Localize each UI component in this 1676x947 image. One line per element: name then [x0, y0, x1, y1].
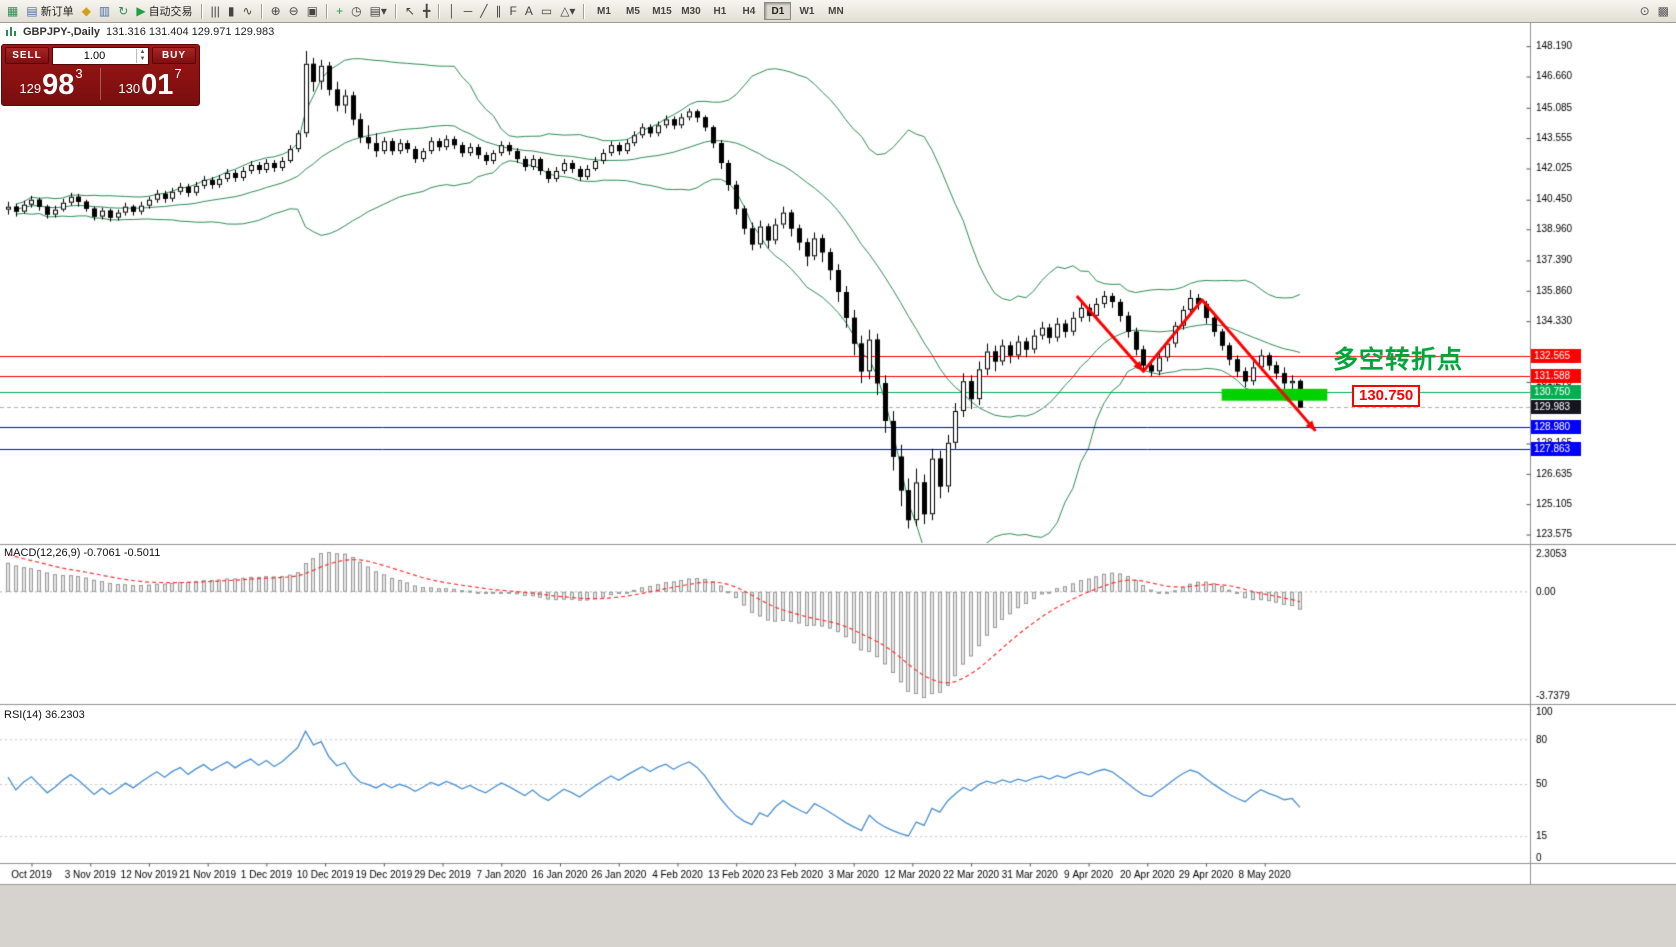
- timeframe-m30-button[interactable]: M30: [677, 2, 704, 20]
- candlestick-chart-button[interactable]: ▮: [224, 1, 239, 21]
- indicators-icon: +: [336, 4, 344, 18]
- toolbar-separator: [200, 3, 203, 19]
- horizontal-line-icon: ─: [463, 4, 473, 18]
- text-button[interactable]: A: [521, 1, 537, 21]
- window-layout-icon: ▩: [1657, 4, 1669, 18]
- sell-price-pip: 3: [75, 66, 83, 81]
- shapes-icon: △▾: [560, 4, 576, 18]
- toolbar-right-group: ⊙ ▩: [1636, 1, 1673, 21]
- new-chart-button[interactable]: ▦: [3, 1, 22, 21]
- timeframe-h4-button[interactable]: H4: [735, 2, 762, 20]
- buy-price-big: 01: [141, 69, 174, 101]
- timeframe-m5-button[interactable]: M5: [619, 2, 646, 20]
- zoom-in-button[interactable]: ⊕: [267, 1, 285, 21]
- market-watch-button[interactable]: ◆: [78, 1, 95, 21]
- chart-symbol-period: GBPJPY-,Daily: [23, 26, 101, 38]
- autotrading-icon: ▶: [136, 4, 146, 18]
- new-order-label: 新订单: [40, 6, 74, 18]
- buy-price[interactable]: 130 01 7: [101, 65, 199, 103]
- crosshair-icon: ╋: [423, 4, 431, 18]
- equidistant-channel-button[interactable]: ∥: [491, 1, 505, 21]
- autotrading-button[interactable]: ▶ 自动交易: [132, 1, 196, 21]
- trade-panel-divider: [100, 68, 101, 100]
- buy-button[interactable]: BUY: [152, 47, 196, 64]
- bar-chart-icon: |||: [210, 4, 220, 18]
- timeframe-m15-button[interactable]: M15: [648, 2, 675, 20]
- bar-chart-button[interactable]: |||: [207, 1, 224, 21]
- one-click-trading-panel: SELL ▲ ▼ BUY 129 98 3 130 01 7: [1, 44, 200, 106]
- data-window-icon: ▥: [98, 4, 111, 18]
- equidistant-channel-icon: ∥: [495, 4, 502, 18]
- navigator-button[interactable]: ↻: [114, 1, 132, 21]
- volume-stepper: ▲ ▼: [52, 46, 149, 65]
- candlestick-icon: [6, 27, 16, 36]
- timeframe-mn-button[interactable]: MN: [822, 2, 849, 20]
- buy-price-pip: 7: [174, 66, 182, 81]
- periods-icon: ◷: [351, 4, 362, 18]
- market-watch-icon: ◆: [81, 4, 91, 18]
- periods-button[interactable]: ◷: [347, 1, 365, 21]
- tile-windows-button[interactable]: ▣: [303, 1, 322, 21]
- volume-down-button[interactable]: ▼: [139, 55, 146, 62]
- templates-button[interactable]: ▤▾: [366, 1, 391, 21]
- line-chart-icon: ∿: [242, 4, 253, 18]
- toolbar-separator: [394, 3, 397, 19]
- toolbar: ▦ ▤ 新订单 ◆ ▥ ↻ ▶ 自动交易 ||| ▮ ∿ ⊕ ⊖ ▣ + ◷ ▤▾ ↖ ╋ │ ─ ╱ ∥ F A ▭ △▾ M1 M5…: [0, 0, 1676, 23]
- new-order-button[interactable]: ▤ 新订单: [22, 1, 77, 21]
- toolbar-separator: [326, 3, 329, 19]
- toolbar-separator: [260, 3, 263, 19]
- chart-title: GBPJPY-,Daily 131.316 131.404 129.971 12…: [5, 26, 274, 38]
- timeframe-d1-button[interactable]: D1: [764, 2, 792, 20]
- price-tag[interactable]: 130.750: [1352, 385, 1421, 407]
- trendline-icon: ╱: [480, 4, 488, 18]
- rsi-header: RSI(14) 36.2303: [4, 709, 85, 721]
- fibonacci-button[interactable]: F: [505, 1, 520, 21]
- zoom-in-icon: ⊕: [270, 4, 281, 18]
- buy-price-prefix: 130: [118, 81, 141, 96]
- timeframe-w1-button[interactable]: W1: [793, 2, 820, 20]
- horizontal-line-button[interactable]: ─: [460, 1, 477, 21]
- indicators-button[interactable]: +: [332, 1, 347, 21]
- text-icon: A: [524, 4, 533, 18]
- sell-price[interactable]: 129 98 3: [2, 65, 100, 103]
- new-chart-icon: ▦: [7, 4, 19, 18]
- chart-ohlc-values: 131.316 131.404 129.971 129.983: [106, 26, 275, 38]
- sell-price-big: 98: [42, 69, 75, 101]
- toolbar-separator: [583, 3, 586, 19]
- cursor-button[interactable]: ↖: [401, 1, 419, 21]
- vertical-line-icon: │: [448, 4, 456, 18]
- crosshair-button[interactable]: ╋: [419, 1, 434, 21]
- volume-up-button[interactable]: ▲: [139, 48, 146, 55]
- macd-header: MACD(12,26,9) -0.7061 -0.5011: [4, 547, 161, 559]
- trendline-button[interactable]: ╱: [476, 1, 491, 21]
- navigator-icon: ↻: [118, 4, 129, 18]
- timeframe-m1-button[interactable]: M1: [590, 2, 617, 20]
- sell-button[interactable]: SELL: [5, 47, 49, 64]
- line-chart-button[interactable]: ∿: [239, 1, 257, 21]
- text-label-icon: ▭: [540, 4, 553, 18]
- window-layout-button[interactable]: ▩: [1654, 1, 1673, 21]
- search-button[interactable]: ⊙: [1636, 1, 1654, 21]
- sell-price-prefix: 129: [19, 81, 42, 96]
- templates-icon: ▤▾: [369, 4, 387, 18]
- zoom-out-button[interactable]: ⊖: [285, 1, 303, 21]
- shapes-button[interactable]: △▾: [556, 1, 579, 21]
- timeframe-h1-button[interactable]: H1: [706, 2, 733, 20]
- search-icon: ⊙: [1639, 4, 1650, 18]
- fibonacci-icon: F: [509, 4, 517, 18]
- zoom-out-icon: ⊖: [288, 4, 299, 18]
- turning-point-text[interactable]: 多空转折点: [1333, 346, 1464, 374]
- volume-input[interactable]: [53, 48, 136, 63]
- vertical-line-button[interactable]: │: [444, 1, 460, 21]
- toolbar-separator: [438, 3, 441, 19]
- candlestick-chart-icon: ▮: [227, 4, 235, 18]
- cursor-icon: ↖: [404, 4, 415, 18]
- text-label-button[interactable]: ▭: [537, 1, 556, 21]
- volume-spin-buttons: ▲ ▼: [136, 48, 148, 63]
- new-order-icon: ▤: [26, 4, 38, 18]
- tile-windows-icon: ▣: [306, 4, 319, 18]
- autotrading-label: 自动交易: [148, 6, 193, 18]
- data-window-button[interactable]: ▥: [95, 1, 114, 21]
